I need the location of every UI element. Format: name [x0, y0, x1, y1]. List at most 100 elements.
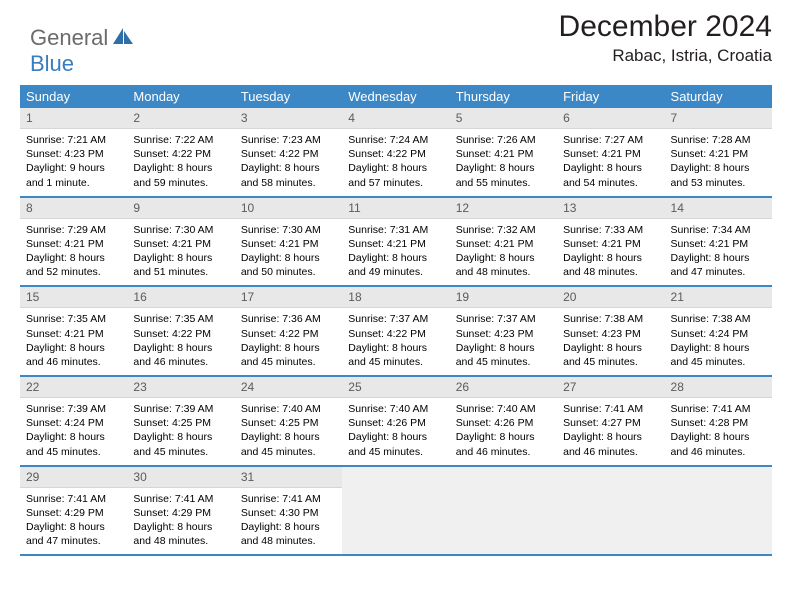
daylight-line: Daylight: 8 hours and 46 minutes.	[456, 430, 551, 458]
day-body: Sunrise: 7:36 AMSunset: 4:22 PMDaylight:…	[235, 308, 342, 375]
sunset-line: Sunset: 4:26 PM	[348, 416, 443, 430]
sunset-line: Sunset: 4:21 PM	[241, 237, 336, 251]
logo-text: General Blue	[30, 25, 134, 77]
daylight-line: Daylight: 8 hours and 45 minutes.	[563, 341, 658, 369]
header: General Blue December 2024 Rabac, Istria…	[20, 10, 772, 77]
day-body: Sunrise: 7:37 AMSunset: 4:22 PMDaylight:…	[342, 308, 449, 375]
calendar-row: 22Sunrise: 7:39 AMSunset: 4:24 PMDayligh…	[20, 376, 772, 466]
calendar-empty	[342, 466, 449, 556]
calendar-day: 23Sunrise: 7:39 AMSunset: 4:25 PMDayligh…	[127, 376, 234, 466]
weekday-header: Tuesday	[235, 85, 342, 108]
daylight-line: Daylight: 9 hours and 1 minute.	[26, 161, 121, 189]
calendar-day: 25Sunrise: 7:40 AMSunset: 4:26 PMDayligh…	[342, 376, 449, 466]
weekday-header: Sunday	[20, 85, 127, 108]
day-body: Sunrise: 7:33 AMSunset: 4:21 PMDaylight:…	[557, 219, 664, 286]
day-number: 27	[557, 377, 664, 398]
calendar-day: 12Sunrise: 7:32 AMSunset: 4:21 PMDayligh…	[450, 197, 557, 287]
daylight-line: Daylight: 8 hours and 45 minutes.	[348, 341, 443, 369]
calendar-day: 8Sunrise: 7:29 AMSunset: 4:21 PMDaylight…	[20, 197, 127, 287]
sunset-line: Sunset: 4:21 PM	[133, 237, 228, 251]
day-number: 3	[235, 108, 342, 129]
daylight-line: Daylight: 8 hours and 57 minutes.	[348, 161, 443, 189]
location: Rabac, Istria, Croatia	[559, 46, 772, 66]
day-number: 26	[450, 377, 557, 398]
day-number: 30	[127, 467, 234, 488]
sunset-line: Sunset: 4:25 PM	[133, 416, 228, 430]
sunset-line: Sunset: 4:21 PM	[456, 237, 551, 251]
sunrise-line: Sunrise: 7:21 AM	[26, 133, 121, 147]
sunrise-line: Sunrise: 7:41 AM	[671, 402, 766, 416]
daylight-line: Daylight: 8 hours and 55 minutes.	[456, 161, 551, 189]
sunset-line: Sunset: 4:23 PM	[563, 327, 658, 341]
sunset-line: Sunset: 4:28 PM	[671, 416, 766, 430]
day-body: Sunrise: 7:22 AMSunset: 4:22 PMDaylight:…	[127, 129, 234, 196]
calendar-empty	[450, 466, 557, 556]
logo-text-blue: Blue	[30, 51, 74, 76]
calendar-day: 10Sunrise: 7:30 AMSunset: 4:21 PMDayligh…	[235, 197, 342, 287]
day-body: Sunrise: 7:26 AMSunset: 4:21 PMDaylight:…	[450, 129, 557, 196]
sunset-line: Sunset: 4:22 PM	[133, 147, 228, 161]
day-number: 1	[20, 108, 127, 129]
calendar-day: 4Sunrise: 7:24 AMSunset: 4:22 PMDaylight…	[342, 108, 449, 197]
daylight-line: Daylight: 8 hours and 45 minutes.	[671, 341, 766, 369]
day-body: Sunrise: 7:34 AMSunset: 4:21 PMDaylight:…	[665, 219, 772, 286]
calendar-day: 31Sunrise: 7:41 AMSunset: 4:30 PMDayligh…	[235, 466, 342, 556]
daylight-line: Daylight: 8 hours and 47 minutes.	[26, 520, 121, 548]
calendar-day: 30Sunrise: 7:41 AMSunset: 4:29 PMDayligh…	[127, 466, 234, 556]
day-body: Sunrise: 7:38 AMSunset: 4:23 PMDaylight:…	[557, 308, 664, 375]
daylight-line: Daylight: 8 hours and 48 minutes.	[133, 520, 228, 548]
sunset-line: Sunset: 4:22 PM	[348, 147, 443, 161]
day-body: Sunrise: 7:41 AMSunset: 4:30 PMDaylight:…	[235, 488, 342, 555]
daylight-line: Daylight: 8 hours and 52 minutes.	[26, 251, 121, 279]
day-body: Sunrise: 7:24 AMSunset: 4:22 PMDaylight:…	[342, 129, 449, 196]
daylight-line: Daylight: 8 hours and 47 minutes.	[671, 251, 766, 279]
day-body: Sunrise: 7:27 AMSunset: 4:21 PMDaylight:…	[557, 129, 664, 196]
day-number: 29	[20, 467, 127, 488]
day-number: 7	[665, 108, 772, 129]
logo: General Blue	[30, 25, 134, 77]
day-number: 19	[450, 287, 557, 308]
day-body: Sunrise: 7:41 AMSunset: 4:27 PMDaylight:…	[557, 398, 664, 465]
daylight-line: Daylight: 8 hours and 46 minutes.	[133, 341, 228, 369]
calendar-day: 9Sunrise: 7:30 AMSunset: 4:21 PMDaylight…	[127, 197, 234, 287]
calendar-day: 26Sunrise: 7:40 AMSunset: 4:26 PMDayligh…	[450, 376, 557, 466]
sunset-line: Sunset: 4:22 PM	[241, 327, 336, 341]
day-body: Sunrise: 7:39 AMSunset: 4:25 PMDaylight:…	[127, 398, 234, 465]
sunrise-line: Sunrise: 7:36 AM	[241, 312, 336, 326]
sunrise-line: Sunrise: 7:38 AM	[671, 312, 766, 326]
day-number: 20	[557, 287, 664, 308]
daylight-line: Daylight: 8 hours and 48 minutes.	[456, 251, 551, 279]
calendar-empty	[665, 466, 772, 556]
daylight-line: Daylight: 8 hours and 45 minutes.	[348, 430, 443, 458]
weekday-row: SundayMondayTuesdayWednesdayThursdayFrid…	[20, 85, 772, 108]
day-body: Sunrise: 7:40 AMSunset: 4:26 PMDaylight:…	[342, 398, 449, 465]
month-title: December 2024	[559, 10, 772, 44]
sunset-line: Sunset: 4:21 PM	[456, 147, 551, 161]
calendar-day: 27Sunrise: 7:41 AMSunset: 4:27 PMDayligh…	[557, 376, 664, 466]
sunrise-line: Sunrise: 7:39 AM	[133, 402, 228, 416]
daylight-line: Daylight: 8 hours and 45 minutes.	[241, 341, 336, 369]
weekday-header: Monday	[127, 85, 234, 108]
day-number: 10	[235, 198, 342, 219]
title-block: December 2024 Rabac, Istria, Croatia	[559, 10, 772, 66]
day-number: 18	[342, 287, 449, 308]
sunrise-line: Sunrise: 7:41 AM	[133, 492, 228, 506]
day-number: 25	[342, 377, 449, 398]
day-number: 17	[235, 287, 342, 308]
calendar-day: 1Sunrise: 7:21 AMSunset: 4:23 PMDaylight…	[20, 108, 127, 197]
logo-text-general: General	[30, 25, 108, 50]
day-number: 11	[342, 198, 449, 219]
calendar-body: 1Sunrise: 7:21 AMSunset: 4:23 PMDaylight…	[20, 108, 772, 555]
sunrise-line: Sunrise: 7:39 AM	[26, 402, 121, 416]
day-number: 31	[235, 467, 342, 488]
day-number: 24	[235, 377, 342, 398]
sunrise-line: Sunrise: 7:40 AM	[456, 402, 551, 416]
sunrise-line: Sunrise: 7:40 AM	[348, 402, 443, 416]
day-number: 4	[342, 108, 449, 129]
day-number: 15	[20, 287, 127, 308]
sunset-line: Sunset: 4:23 PM	[456, 327, 551, 341]
weekday-header: Friday	[557, 85, 664, 108]
sunrise-line: Sunrise: 7:27 AM	[563, 133, 658, 147]
sunrise-line: Sunrise: 7:41 AM	[26, 492, 121, 506]
daylight-line: Daylight: 8 hours and 49 minutes.	[348, 251, 443, 279]
